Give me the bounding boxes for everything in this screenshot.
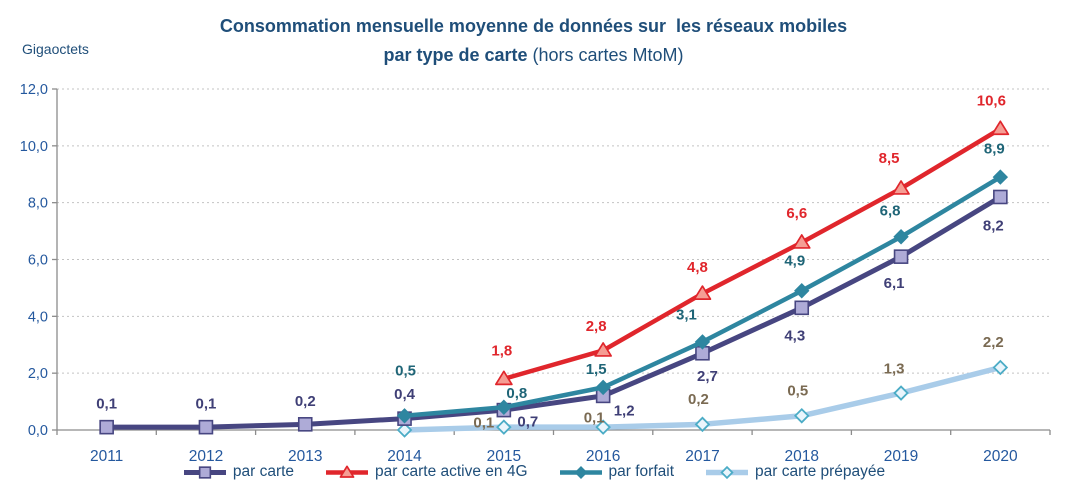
diamond-marker [694,334,711,350]
diamond-marker [574,465,587,479]
square-marker [99,419,114,435]
square-marker [198,465,211,479]
data-label: 0,7 [517,414,538,431]
triangle-marker [339,464,355,478]
chart-title: Consommation mensuelle moyenne de donnée… [0,12,1067,70]
series-line-0 [106,194,1002,430]
data-label: 1,5 [586,361,607,378]
data-label: 6,1 [884,275,905,292]
data-label: 0,8 [506,385,527,402]
triangle-marker [495,370,513,386]
y-axis-unit-label: Gigaoctets [22,41,89,57]
y-tick-label: 2,0 [28,366,48,382]
chart-title-line2-bold: par type de carte [383,45,528,65]
y-tick-label: 6,0 [28,253,48,269]
data-label: 1,3 [884,361,905,378]
y-tick-label: 12,0 [20,82,48,98]
data-label: 3,1 [676,306,697,323]
data-label: 6,6 [786,205,807,222]
data-label: 0,1 [96,396,117,413]
diamond-marker [992,169,1009,185]
open-diamond-marker [396,422,413,438]
chart-title-line2-rest: (hors cartes MtoM) [527,45,684,65]
triangle-marker [693,285,712,300]
diamond-marker [396,408,413,424]
data-label: 0,1 [584,410,605,427]
diamond-marker [496,399,512,415]
legend-item-3: par carte prépayée [704,463,885,481]
data-label: 4,8 [687,259,708,276]
x-tick-label: 2019 [884,448,918,465]
open-diamond-marker [893,385,909,401]
x-tick-label: 2018 [785,448,819,465]
open-diamond-marker [720,465,734,479]
data-label: 0,5 [395,362,416,379]
x-tick-label: 2015 [487,448,521,465]
data-label: 4,9 [784,252,805,269]
data-label: 4,3 [784,327,805,344]
data-label: 6,8 [880,202,901,219]
data-label: 8,5 [879,150,900,167]
square-marker [794,300,810,316]
open-diamond-marker [496,419,512,435]
x-tick-label: 2020 [983,448,1018,465]
triangle-marker [594,342,613,357]
chart-legend: par carte par carte active en 4G par for… [0,463,1067,481]
triangle-marker [991,120,1010,136]
square-marker [297,417,313,432]
data-label: 8,2 [983,217,1004,234]
triangle-marker [892,180,910,195]
legend-label: par carte prépayée [755,463,886,480]
legend-swatch-triangle-icon [326,464,369,478]
triangle-marker [792,234,811,249]
open-diamond-marker [793,408,810,424]
series-line-1 [503,126,1002,382]
legend-item-1: par carte active en 4G [324,463,528,481]
y-tick-label: 8,0 [28,196,48,212]
open-diamond-marker [992,359,1009,376]
chart-title-line2: par type de carte (hors cartes MtoM) [0,41,1067,70]
data-label: 0,1 [196,396,217,413]
legend-swatch-open-diamond-icon [706,465,749,479]
square-marker [993,189,1008,205]
data-label: 0,2 [688,391,709,408]
data-label: 0,1 [473,415,494,432]
open-diamond-marker [595,419,611,435]
diamond-marker [595,379,611,396]
x-tick-label: 2012 [189,448,223,465]
data-label: 2,8 [586,318,607,335]
diamond-marker [794,283,810,299]
open-diamond-marker [694,416,711,433]
data-label: 0,2 [295,393,316,410]
data-label: 2,7 [697,368,718,385]
data-label: 8,9 [984,141,1005,158]
data-label: 1,8 [491,342,512,359]
legend-item-2: par forfait [558,463,674,481]
square-marker [893,249,909,264]
diamond-marker [893,229,909,245]
x-tick-label: 2016 [586,448,620,465]
square-marker [198,419,214,435]
y-tick-label: 10,0 [20,139,48,155]
legend-label: par carte [232,463,295,480]
legend-swatch-diamond-icon [559,465,602,479]
x-tick-label: 2014 [387,448,422,465]
x-tick-label: 2011 [90,448,123,465]
legend-label: par forfait [608,463,675,480]
data-label: 1,2 [614,402,635,419]
y-tick-label: 4,0 [28,309,48,325]
legend-item-0: par carte [182,463,294,481]
data-label: 0,5 [787,382,808,399]
x-tick-label: 2017 [685,448,719,465]
legend-label: par carte active en 4G [375,463,528,480]
legend-swatch-square-icon [183,465,226,479]
data-label: 0,4 [394,386,416,403]
data-label: 2,2 [983,334,1004,351]
data-label: 10,6 [977,92,1006,109]
y-tick-label: 0,0 [28,423,48,439]
chart-title-line1: Consommation mensuelle moyenne de donnée… [219,16,848,36]
x-tick-label: 2013 [288,448,322,465]
